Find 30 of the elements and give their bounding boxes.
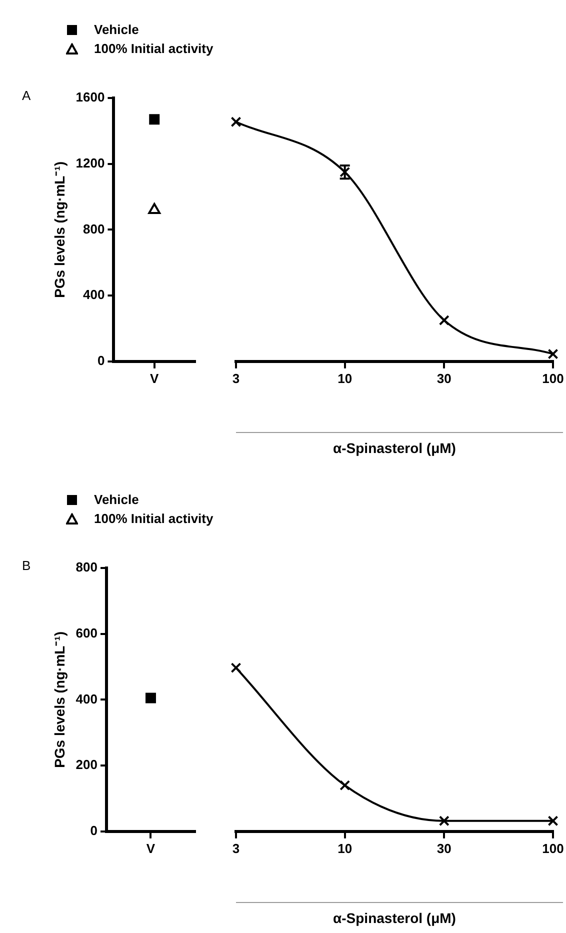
- y-tick-label: 0: [90, 822, 98, 838]
- legend-label: 100% Initial activity: [94, 41, 214, 56]
- y-axis-title: PGs levels (ng·mL⁻¹): [51, 631, 68, 768]
- x-tick-label: V: [150, 370, 160, 386]
- y-tick-label: 800: [76, 560, 98, 575]
- y-tick-label: 800: [83, 221, 105, 236]
- x-axis-title: α-Spinasterol (μM): [332, 440, 457, 456]
- chart-title: B: [22, 558, 31, 573]
- y-tick-label: 0: [97, 352, 105, 368]
- y-tick-label: 200: [76, 757, 98, 772]
- legend-label: 100% Initial activity: [94, 511, 214, 526]
- x-tick-label: 30: [436, 370, 452, 386]
- x-tick-label: 100: [542, 840, 564, 856]
- chart-title: A: [22, 88, 31, 103]
- legend-label: Vehicle: [94, 22, 139, 37]
- legend-label: Vehicle: [94, 492, 139, 507]
- x-tick-label: 3: [232, 370, 240, 386]
- x-tick-label: V: [146, 840, 156, 856]
- y-tick-label: 400: [83, 287, 105, 302]
- y-tick-label: 400: [76, 691, 98, 706]
- y-tick-label: 600: [76, 625, 98, 640]
- x-tick-label: 10: [338, 370, 352, 386]
- x-tick-label: 30: [436, 840, 452, 856]
- x-tick-label: 100: [542, 370, 564, 386]
- y-axis-title: PGs levels (ng·mL⁻¹): [51, 161, 68, 298]
- x-tick-label: 10: [338, 840, 352, 856]
- x-axis-title: α-Spinasterol (μM): [332, 910, 457, 926]
- y-tick-label: 1200: [76, 155, 105, 170]
- x-tick-label: 3: [232, 840, 240, 856]
- y-tick-label: 1600: [76, 90, 105, 105]
